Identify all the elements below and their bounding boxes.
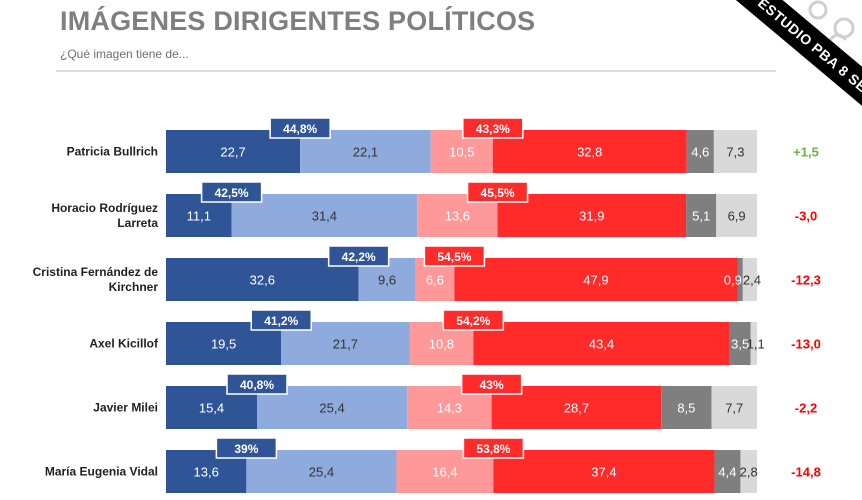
- row-label: Cristina Fernández de: [33, 265, 159, 279]
- positive-total-box: [200, 181, 263, 203]
- bar-segment: [473, 322, 730, 365]
- segment-value-label: 31,9: [579, 209, 604, 224]
- row-label: Kirchner: [109, 280, 159, 294]
- positive-total-label: 42,2%: [342, 250, 376, 264]
- segment-value-label: 10,8: [429, 337, 454, 352]
- segment-value-label: 47,9: [583, 273, 608, 288]
- segment-value-label: 28,7: [564, 401, 589, 416]
- segment-value-label: 5,1: [692, 209, 710, 224]
- segment-value-label: 4,6: [691, 145, 709, 160]
- segment-value-label: 15,4: [199, 401, 224, 416]
- positive-total-box: [269, 117, 331, 139]
- negative-total-box: [423, 245, 486, 267]
- positive-total-box: [327, 245, 390, 267]
- bar-segment: [166, 258, 359, 301]
- negative-total-label: 45,5%: [481, 186, 515, 200]
- title-divider: [56, 70, 776, 72]
- positive-total-label: 42,5%: [215, 186, 249, 200]
- segment-value-label: 25,4: [309, 465, 334, 480]
- segment-value-label: 7,7: [725, 401, 743, 416]
- segment-value-label: 22,7: [220, 145, 245, 160]
- negative-total-box: [466, 181, 529, 203]
- row-label: Horacio Rodríguez: [51, 201, 158, 215]
- segment-value-label: 6,6: [426, 273, 444, 288]
- negative-total-box: [460, 373, 523, 395]
- segment-value-label: 21,7: [333, 337, 358, 352]
- positive-total-label: 44,8%: [283, 122, 317, 136]
- segment-value-label: 25,4: [319, 401, 344, 416]
- bar-segment: [737, 258, 743, 301]
- segment-value-label: 9,6: [378, 273, 396, 288]
- row-label: Javier Milei: [93, 401, 158, 415]
- segment-value-label: 32,6: [250, 273, 275, 288]
- bar-segment: [742, 258, 757, 301]
- positive-total-label: 41,2%: [264, 314, 298, 328]
- segment-value-label: 31,4: [312, 209, 337, 224]
- segment-value-label: 1,1: [747, 337, 765, 352]
- net-value-label: -13,0: [791, 337, 821, 352]
- bar-segment: [497, 194, 687, 237]
- negative-total-label: 43%: [480, 378, 504, 392]
- negative-total-label: 43,3%: [476, 122, 510, 136]
- positive-total-box: [215, 437, 278, 459]
- row-label: Patricia Bullrich: [67, 145, 158, 159]
- row-label: María Eugenia Vidal: [45, 465, 158, 479]
- negative-total-box: [442, 309, 505, 331]
- bar-segment: [661, 386, 712, 429]
- net-value-label: +1,5: [793, 145, 819, 160]
- segment-value-label: 2,4: [743, 273, 761, 288]
- positive-total-box: [226, 373, 288, 395]
- segment-value-label: 2,8: [740, 465, 758, 480]
- segment-value-label: 13,6: [445, 209, 470, 224]
- segment-value-label: 11,1: [187, 209, 211, 224]
- bar-segment: [714, 450, 741, 493]
- negative-total-box: [462, 117, 524, 139]
- row-label: Larreta: [117, 216, 158, 230]
- segment-value-label: 4,4: [718, 465, 736, 480]
- positive-total-label: 39%: [234, 442, 258, 456]
- bar-segment: [231, 194, 418, 237]
- bar-segment: [454, 258, 738, 301]
- segment-value-label: 3,5: [731, 337, 749, 352]
- bar-segment: [686, 130, 714, 173]
- negative-total-label: 54,2%: [456, 314, 490, 328]
- segment-value-label: 22,1: [353, 145, 378, 160]
- net-value-label: -2,2: [795, 401, 817, 416]
- bar-segment: [493, 450, 715, 493]
- positive-total-box: [250, 309, 312, 331]
- positive-total-label: 40,8%: [240, 378, 274, 392]
- page-title: IMÁGENES DIRIGENTES POLÍTICOS: [60, 6, 536, 36]
- net-value-label: -14,8: [791, 465, 821, 480]
- negative-total-label: 54,5%: [437, 250, 471, 264]
- bar-segment: [729, 322, 751, 365]
- bar-segment: [686, 194, 717, 237]
- segment-value-label: 14,3: [437, 401, 462, 416]
- page-subtitle: ¿Qué imagen tiene de...: [60, 47, 189, 61]
- segment-value-label: 0,9: [724, 273, 742, 288]
- segment-value-label: 43,4: [589, 337, 614, 352]
- segment-value-label: 16,4: [432, 465, 457, 480]
- bar-segment: [716, 194, 757, 237]
- bar-segment: [750, 322, 757, 365]
- net-value-label: -3,0: [795, 209, 817, 224]
- bar-segment: [713, 130, 757, 173]
- segment-value-label: 13,6: [194, 465, 219, 480]
- row-label: Axel Kicillof: [89, 337, 159, 351]
- negative-total-box: [462, 437, 525, 459]
- bar-segment: [740, 450, 757, 493]
- brand-logo-icon: [808, 0, 855, 41]
- segment-value-label: 32,8: [577, 145, 602, 160]
- segment-value-label: 7,3: [726, 145, 744, 160]
- segment-value-label: 37,4: [591, 465, 616, 480]
- segment-value-label: 8,5: [677, 401, 695, 416]
- negative-total-label: 53,8%: [476, 442, 510, 456]
- segment-value-label: 19,5: [211, 337, 236, 352]
- bar-segment: [492, 130, 687, 173]
- net-value-label: -12,3: [791, 273, 821, 288]
- bar-segment: [711, 386, 757, 429]
- segment-value-label: 6,9: [728, 209, 746, 224]
- segment-value-label: 10,5: [449, 145, 474, 160]
